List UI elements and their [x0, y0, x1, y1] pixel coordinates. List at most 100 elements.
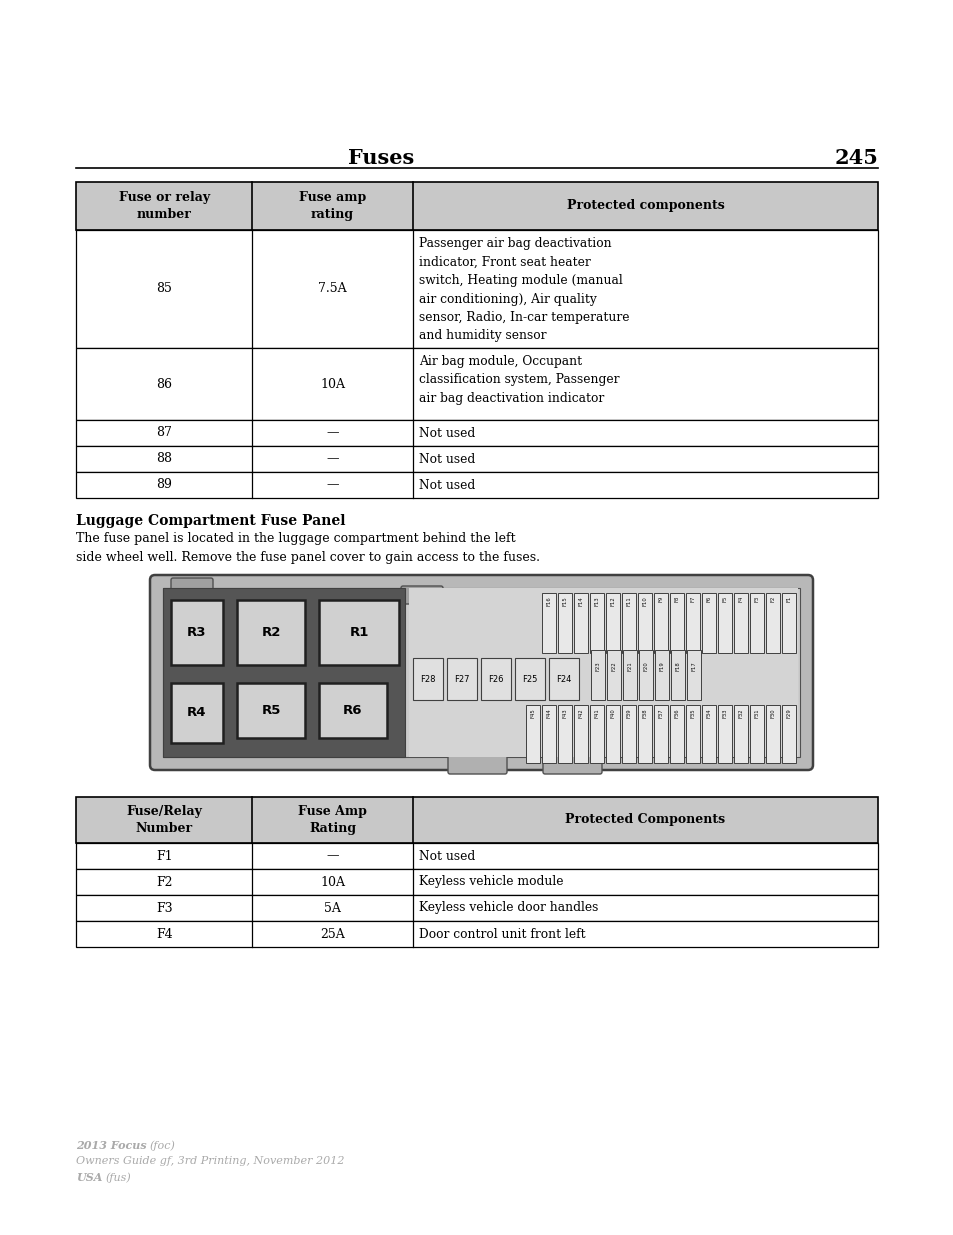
Text: F32: F32: [738, 708, 742, 718]
Text: USA: USA: [76, 1172, 102, 1183]
Text: Keyless vehicle module: Keyless vehicle module: [418, 876, 563, 888]
Bar: [669, 593, 683, 653]
Bar: [622, 650, 637, 700]
Bar: [409, 588, 797, 757]
Text: 88: 88: [156, 452, 172, 466]
Bar: [76, 895, 877, 921]
Text: F3: F3: [754, 597, 759, 603]
Text: R5: R5: [261, 704, 280, 718]
Bar: [765, 593, 780, 653]
Text: Fuse amp
rating: Fuse amp rating: [298, 191, 366, 221]
Bar: [548, 658, 578, 700]
Bar: [541, 593, 556, 653]
Text: F43: F43: [562, 708, 567, 718]
Bar: [76, 420, 877, 446]
Text: F22: F22: [611, 661, 616, 671]
Text: F31: F31: [754, 708, 759, 718]
Bar: [480, 658, 511, 700]
Bar: [669, 705, 683, 763]
Text: F35: F35: [690, 708, 695, 718]
Text: Fuse Amp
Rating: Fuse Amp Rating: [298, 805, 367, 835]
Bar: [670, 650, 684, 700]
Bar: [654, 593, 667, 653]
Bar: [76, 472, 877, 498]
Text: F4: F4: [738, 597, 742, 603]
Text: F25: F25: [521, 674, 537, 683]
Bar: [541, 705, 556, 763]
Text: Not used: Not used: [418, 479, 475, 492]
Bar: [605, 593, 619, 653]
Bar: [654, 705, 667, 763]
Text: F23: F23: [595, 661, 599, 671]
Text: Protected components: Protected components: [566, 200, 723, 212]
Bar: [515, 658, 544, 700]
Bar: [639, 650, 652, 700]
Text: F29: F29: [785, 708, 791, 718]
Text: F33: F33: [721, 708, 727, 718]
Text: F17: F17: [691, 661, 696, 671]
Bar: [621, 705, 636, 763]
Bar: [686, 650, 700, 700]
Bar: [163, 588, 405, 757]
Text: 2013 Focus: 2013 Focus: [76, 1140, 147, 1151]
Bar: [76, 182, 877, 230]
Bar: [655, 650, 668, 700]
Bar: [605, 705, 619, 763]
Bar: [589, 593, 603, 653]
Bar: [590, 650, 604, 700]
Bar: [76, 446, 877, 472]
Bar: [781, 705, 795, 763]
Text: F11: F11: [626, 597, 631, 605]
Bar: [765, 705, 780, 763]
Text: R6: R6: [343, 704, 362, 718]
Text: Luggage Compartment Fuse Panel: Luggage Compartment Fuse Panel: [76, 514, 345, 529]
Text: F44: F44: [546, 708, 551, 718]
Text: F3: F3: [155, 902, 172, 914]
Text: R1: R1: [349, 626, 368, 638]
FancyBboxPatch shape: [150, 576, 812, 769]
Text: F18: F18: [675, 661, 679, 671]
Text: (foc): (foc): [150, 1140, 175, 1151]
Text: F13: F13: [594, 597, 598, 605]
Text: F19: F19: [659, 661, 664, 671]
Text: F27: F27: [454, 674, 469, 683]
Bar: [76, 348, 877, 420]
Text: F39: F39: [626, 708, 631, 718]
Bar: [558, 593, 572, 653]
FancyBboxPatch shape: [171, 578, 213, 600]
FancyBboxPatch shape: [448, 748, 506, 774]
Text: F16: F16: [546, 597, 551, 605]
Bar: [318, 683, 387, 739]
Text: 5A: 5A: [324, 902, 341, 914]
Text: 245: 245: [833, 148, 877, 168]
Text: Fuse/Relay
Number: Fuse/Relay Number: [126, 805, 202, 835]
Text: F30: F30: [770, 708, 775, 718]
Text: F36: F36: [674, 708, 679, 718]
Text: F2: F2: [155, 876, 172, 888]
Bar: [701, 593, 716, 653]
Text: Not used: Not used: [418, 850, 475, 862]
Text: F1: F1: [785, 597, 791, 603]
Text: 7.5A: 7.5A: [318, 283, 347, 295]
Bar: [638, 593, 651, 653]
Text: (fus): (fus): [106, 1172, 132, 1183]
Bar: [638, 705, 651, 763]
Bar: [606, 650, 620, 700]
Text: F15: F15: [562, 597, 567, 605]
Bar: [685, 705, 700, 763]
Text: —: —: [326, 478, 338, 492]
Bar: [76, 844, 877, 869]
Bar: [558, 705, 572, 763]
Text: 10A: 10A: [320, 378, 345, 390]
Text: F10: F10: [641, 597, 647, 605]
Bar: [76, 230, 877, 348]
Text: F9: F9: [658, 597, 662, 603]
Bar: [171, 683, 223, 743]
Text: F45: F45: [530, 708, 535, 718]
Text: F26: F26: [488, 674, 503, 683]
Text: F4: F4: [155, 927, 172, 941]
Bar: [781, 593, 795, 653]
Text: F7: F7: [690, 597, 695, 603]
Text: F37: F37: [658, 708, 662, 718]
Text: 25A: 25A: [320, 927, 345, 941]
